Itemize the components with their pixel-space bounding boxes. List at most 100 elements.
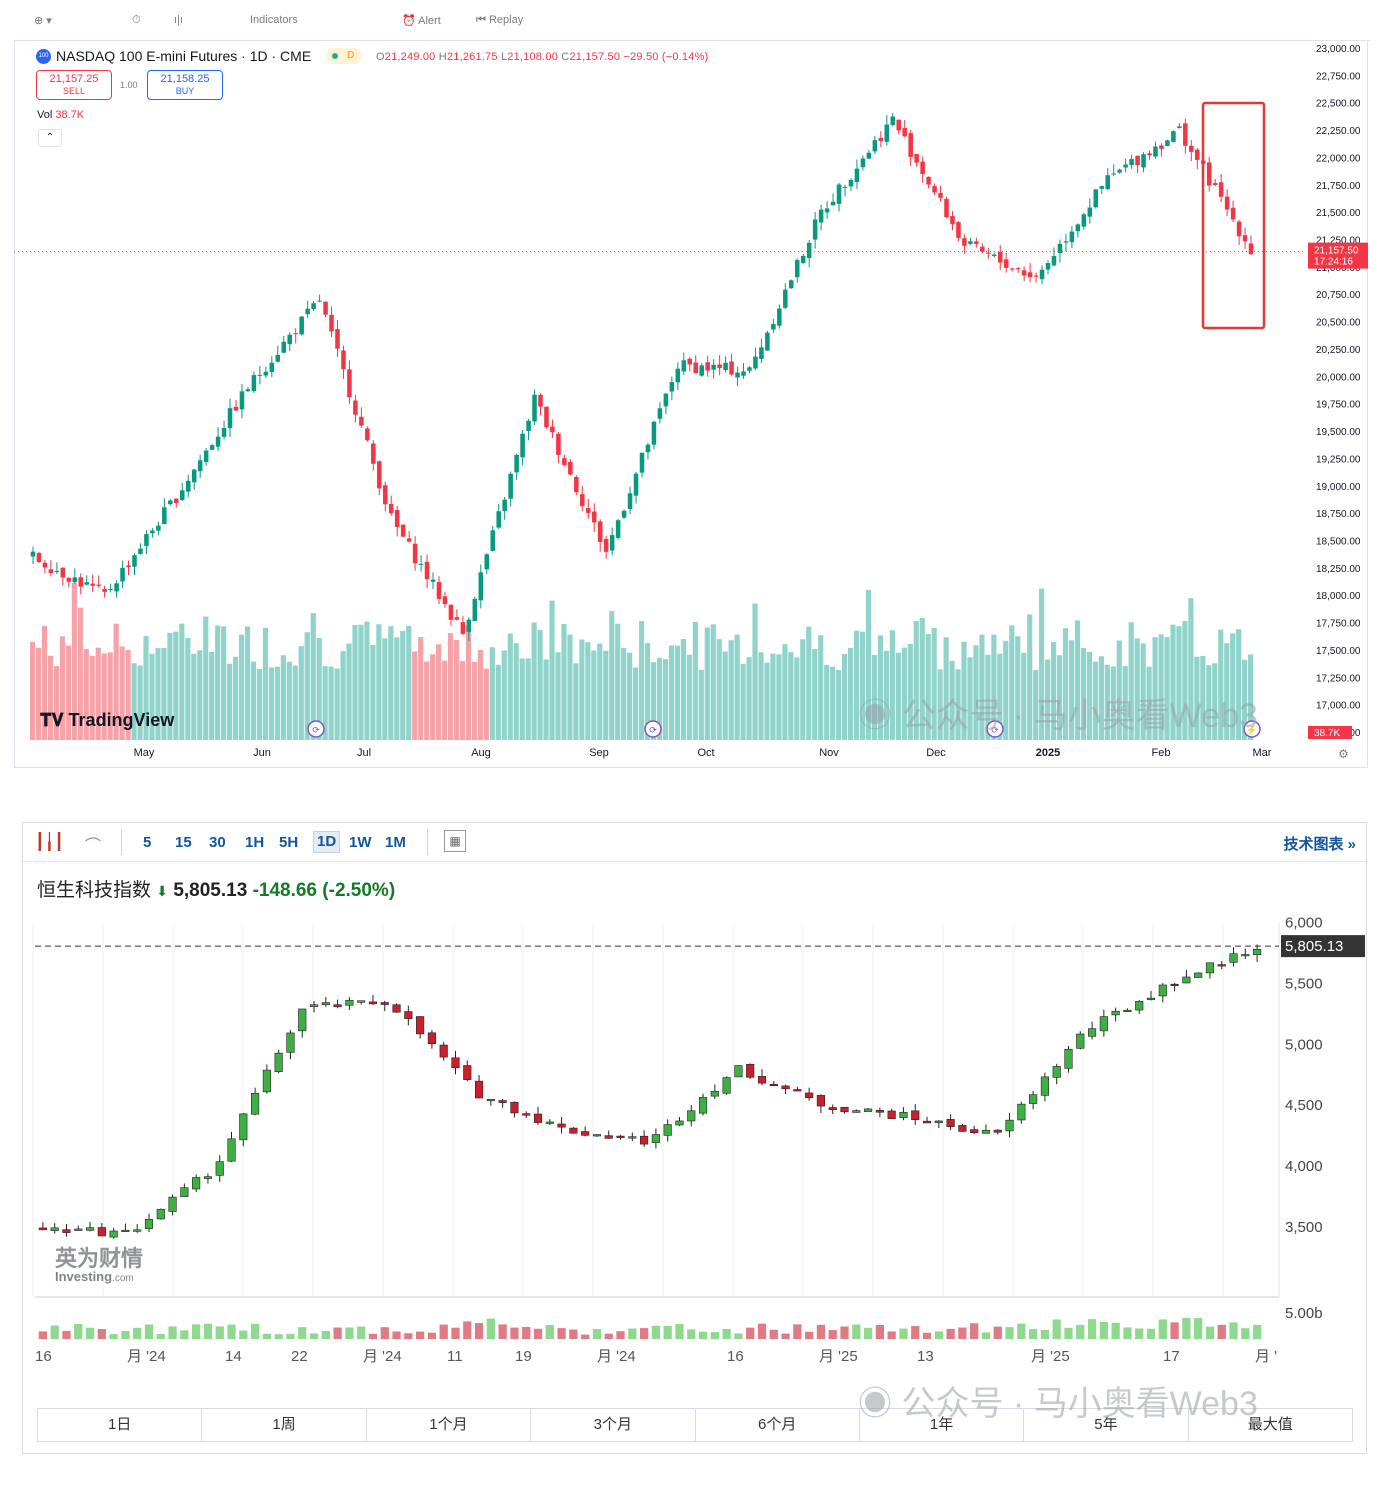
candle-body: [1039, 269, 1045, 280]
timeframe-30[interactable]: 30: [209, 834, 226, 851]
range-3m[interactable]: 3个月: [531, 1409, 696, 1441]
candle-body: [771, 324, 776, 330]
volume-bar: [345, 1327, 354, 1339]
volume-bar: [830, 666, 836, 740]
tv-toolbar-add-icon[interactable]: ⊕ ▾: [34, 15, 52, 27]
candle-body: [472, 598, 478, 621]
volume-bar: [758, 652, 764, 740]
volume-bar: [519, 658, 525, 740]
volume-bar: [71, 583, 77, 740]
volume-bar: [770, 653, 776, 740]
range-max[interactable]: 最大值: [1247, 1416, 1293, 1433]
candle-body: [1224, 196, 1230, 210]
volume-bar: [1017, 1323, 1026, 1339]
volume-bar: [370, 645, 376, 740]
tv-toolbar-replay[interactable]: ⏮ Replay: [476, 14, 524, 26]
volume-bar: [1076, 1324, 1085, 1339]
y-axis-tick-label: 18,750.00: [1316, 509, 1361, 520]
volume-bar: [543, 659, 549, 740]
candle-body: [50, 1227, 59, 1231]
volume-bar: [495, 664, 501, 740]
candle-body: [1117, 169, 1122, 173]
range-1y[interactable]: 1年: [860, 1409, 1025, 1441]
range-6m[interactable]: 6个月: [696, 1409, 860, 1441]
candle-body: [1009, 268, 1015, 270]
buy-button[interactable]: 21,158.25 BUY: [147, 70, 223, 100]
candle-body: [533, 1113, 543, 1123]
candle-body: [520, 433, 525, 458]
inv-chart-svg[interactable]: 6,000 5,500 5,000 4,500 4,000 3,500 5.00b 5,805…: [23, 913, 1366, 1403]
candle-body: [580, 494, 585, 507]
candle-body: [1064, 1048, 1073, 1069]
timeframe-1m[interactable]: 1M: [385, 834, 406, 851]
candle-body: [150, 530, 155, 534]
tv-chart-svg[interactable]: 23,000.00 22,750.00 22,500.00 22,250.00 22,0…: [14, 40, 1368, 768]
volume-axis-label: 5.00b: [1285, 1305, 1323, 1322]
tech-chart-link[interactable]: 技术图表 »: [1283, 836, 1356, 853]
timeframe-1w[interactable]: 1W: [349, 834, 372, 851]
timeframe-1h[interactable]: 1H: [245, 834, 265, 851]
range-1d[interactable]: 1日: [38, 1409, 203, 1441]
volume-bar: [937, 669, 943, 740]
candle-body: [1159, 145, 1164, 149]
market-status-badge[interactable]: D: [326, 48, 362, 64]
volume-bar: [143, 635, 149, 740]
volume-bar: [250, 1323, 260, 1339]
candle-body: [514, 454, 519, 473]
timeframe-5[interactable]: 5: [143, 834, 152, 851]
volume-bar: [107, 652, 113, 740]
candle-body: [269, 362, 275, 372]
volume-bar: [569, 1329, 578, 1339]
volume-bar: [997, 653, 1003, 740]
volume-bar: [498, 1324, 507, 1339]
calendar-icon[interactable]: ▦: [444, 830, 466, 852]
candle-body: [1040, 1076, 1049, 1096]
volume-bar: [262, 1333, 272, 1339]
candle-body: [860, 158, 866, 168]
tv-toolbar-timeframe-icon[interactable]: ⏱: [132, 14, 141, 26]
tv-toolbar-indicators[interactable]: Indicators: [250, 14, 298, 26]
x-axis-tick-label: 月 '24: [127, 1348, 166, 1365]
volume-bar: [816, 1324, 826, 1339]
candle-body: [1027, 272, 1033, 278]
volume-bar: [1200, 656, 1206, 740]
timeframe-1d[interactable]: 1D: [313, 831, 341, 853]
chevron-up-icon[interactable]: ⌃: [38, 129, 62, 147]
area-chart-icon[interactable]: ⌒: [85, 838, 102, 855]
candle-body: [508, 473, 513, 499]
range-1m[interactable]: 1个月: [367, 1409, 532, 1441]
volume-bar: [842, 654, 848, 740]
candle-body: [627, 493, 633, 510]
y-axis-tick-label: 19,000.00: [1316, 482, 1361, 493]
candle-body: [132, 555, 137, 567]
candle-body: [380, 1002, 389, 1005]
candle-body: [794, 260, 800, 278]
x-axis-tick-label: 月 ': [1255, 1348, 1277, 1365]
range-1w[interactable]: 1周: [202, 1409, 367, 1441]
candle-body: [675, 368, 681, 383]
event-marker-glyph: ⟳: [991, 725, 999, 735]
sell-button[interactable]: 21,157.25 SELL: [36, 70, 112, 100]
range-5y[interactable]: 5年: [1024, 1409, 1189, 1441]
candle-body: [1021, 270, 1027, 276]
volume-bar: [687, 1329, 696, 1339]
volume-bar: [628, 1328, 637, 1339]
tv-symbol-title[interactable]: NASDAQ 100 E-mini Futures · 1D · CME: [56, 48, 312, 64]
y-axis-tick-label: 3,500: [1285, 1219, 1323, 1236]
candle-body: [1229, 953, 1238, 963]
candlestick-chart-icon[interactable]: ┃╽┃: [35, 834, 64, 851]
candle-body: [734, 1065, 743, 1078]
event-marker-glyph: ⟳: [649, 725, 657, 735]
volume-bar: [1229, 1322, 1238, 1339]
tv-chart-area[interactable]: [14, 40, 1368, 768]
candle-body: [416, 1016, 425, 1035]
tv-toolbar-charttype-icon[interactable]: ı|ı: [174, 14, 183, 26]
volume-bar: [167, 632, 173, 740]
tv-toolbar-alert[interactable]: ⏰ Alert: [402, 15, 441, 27]
timeframe-5h[interactable]: 5H: [279, 834, 299, 851]
candle-body: [812, 219, 818, 240]
timeframe-15[interactable]: 15: [175, 834, 192, 851]
volume-bar: [883, 650, 889, 740]
volume-bar: [1056, 655, 1063, 740]
x-axis-tick-label: Mar: [1253, 747, 1272, 759]
